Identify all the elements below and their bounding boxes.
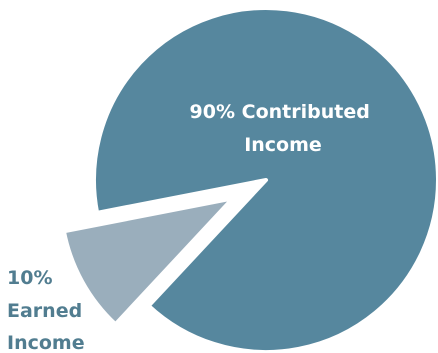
slice-label-contributed-line-2: Income (244, 134, 322, 156)
slice-label-earned-line-3: Income (7, 332, 85, 353)
pie-slice-contributed-income (92, 6, 438, 353)
pie-slices (61, 6, 438, 353)
slice-label-earned-line-1: 10% (7, 267, 52, 289)
slice-label-contributed-line-1: 90% Contributed (190, 101, 370, 123)
slice-label-contributed: 90% Contributed Income (190, 101, 377, 156)
slice-label-earned: 10% Earned Income (7, 267, 89, 353)
pie-slice-earned-income (61, 196, 235, 327)
slice-label-earned-line-2: Earned (7, 300, 82, 322)
